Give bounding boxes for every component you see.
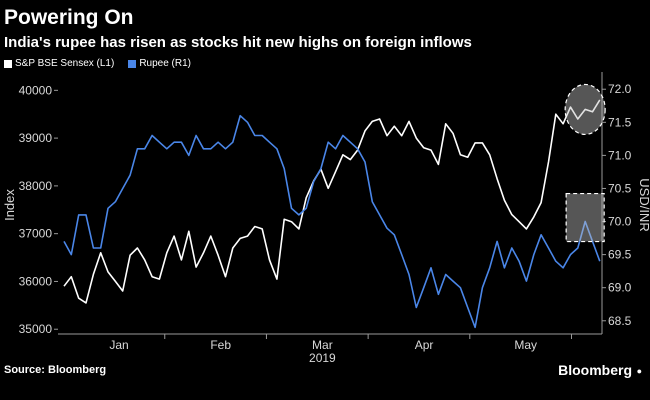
legend-item-sensex: S&P BSE Sensex (L1) bbox=[4, 58, 114, 69]
right-tick-label: 71.0 bbox=[608, 148, 632, 162]
right-tick-label: 70.0 bbox=[608, 215, 632, 229]
x-tick-label: Feb bbox=[210, 338, 231, 352]
brand-logo: Bloomberg bbox=[558, 362, 632, 378]
right-tick-label: 72.0 bbox=[608, 82, 632, 96]
left-tick-label: 40000 bbox=[19, 83, 53, 97]
left-tick-label: 39000 bbox=[19, 131, 53, 145]
chart-title: Powering On bbox=[4, 6, 134, 29]
right-tick-label: 71.5 bbox=[608, 115, 632, 129]
left-tick-label: 36000 bbox=[19, 274, 53, 288]
legend-label-sensex: S&P BSE Sensex (L1) bbox=[15, 58, 115, 69]
x-tick-label: Mar bbox=[312, 338, 333, 352]
brand-mark-icon: ● bbox=[636, 366, 642, 376]
left-axis-label: Index bbox=[2, 189, 17, 221]
right-tick-label: 68.5 bbox=[608, 314, 632, 328]
right-axis-label: USD/INR bbox=[637, 178, 650, 231]
legend: S&P BSE Sensex (L1) Rupee (R1) bbox=[4, 58, 191, 69]
legend-label-rupee: Rupee (R1) bbox=[139, 58, 192, 69]
x-tick-label: May bbox=[514, 338, 537, 352]
right-tick-label: 69.0 bbox=[608, 281, 632, 295]
right-tick-label: 70.5 bbox=[608, 181, 632, 195]
left-tick-label: 37000 bbox=[19, 227, 53, 241]
left-tick-label: 38000 bbox=[19, 179, 53, 193]
x-tick-label: Jan bbox=[109, 338, 128, 352]
rupee-highlight bbox=[565, 192, 605, 243]
legend-swatch-rupee bbox=[128, 59, 137, 68]
right-tick-label: 69.5 bbox=[608, 248, 632, 262]
source-note: Source: Bloomberg bbox=[4, 364, 107, 376]
left-tick-label: 35000 bbox=[19, 322, 53, 336]
x-axis-label: 2019 bbox=[309, 351, 336, 365]
legend-swatch-sensex bbox=[4, 59, 12, 68]
x-tick-label: Apr bbox=[415, 338, 434, 352]
series-line-0 bbox=[63, 99, 601, 304]
series-line-1 bbox=[63, 114, 601, 329]
chart-subtitle: India's rupee has risen as stocks hit ne… bbox=[4, 34, 472, 51]
sensex-highlight bbox=[564, 83, 606, 136]
legend-item-rupee: Rupee (R1) bbox=[128, 58, 191, 69]
